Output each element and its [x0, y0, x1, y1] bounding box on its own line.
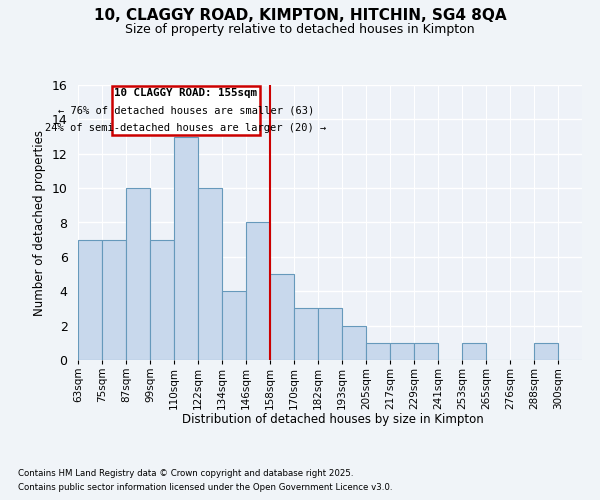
Text: Distribution of detached houses by size in Kimpton: Distribution of detached houses by size …: [182, 412, 484, 426]
Bar: [414, 343, 438, 360]
Bar: [102, 240, 126, 360]
Bar: [294, 308, 318, 360]
Text: Contains HM Land Registry data © Crown copyright and database right 2025.: Contains HM Land Registry data © Crown c…: [18, 468, 353, 477]
Bar: [462, 343, 486, 360]
Text: Size of property relative to detached houses in Kimpton: Size of property relative to detached ho…: [125, 22, 475, 36]
Bar: [222, 291, 246, 360]
Bar: [318, 308, 342, 360]
Bar: [126, 188, 150, 360]
Bar: [150, 240, 174, 360]
Bar: [366, 343, 390, 360]
Text: ← 76% of detached houses are smaller (63): ← 76% of detached houses are smaller (63…: [58, 106, 314, 116]
Text: 10, CLAGGY ROAD, KIMPTON, HITCHIN, SG4 8QA: 10, CLAGGY ROAD, KIMPTON, HITCHIN, SG4 8…: [94, 8, 506, 22]
Y-axis label: Number of detached properties: Number of detached properties: [33, 130, 46, 316]
Bar: [270, 274, 294, 360]
FancyBboxPatch shape: [112, 86, 260, 135]
Bar: [342, 326, 366, 360]
Bar: [174, 136, 198, 360]
Bar: [198, 188, 222, 360]
Bar: [78, 240, 102, 360]
Bar: [390, 343, 414, 360]
Text: 24% of semi-detached houses are larger (20) →: 24% of semi-detached houses are larger (…: [46, 123, 326, 133]
Bar: [534, 343, 558, 360]
Text: Contains public sector information licensed under the Open Government Licence v3: Contains public sector information licen…: [18, 484, 392, 492]
Bar: [246, 222, 270, 360]
Text: 10 CLAGGY ROAD: 155sqm: 10 CLAGGY ROAD: 155sqm: [115, 88, 257, 99]
